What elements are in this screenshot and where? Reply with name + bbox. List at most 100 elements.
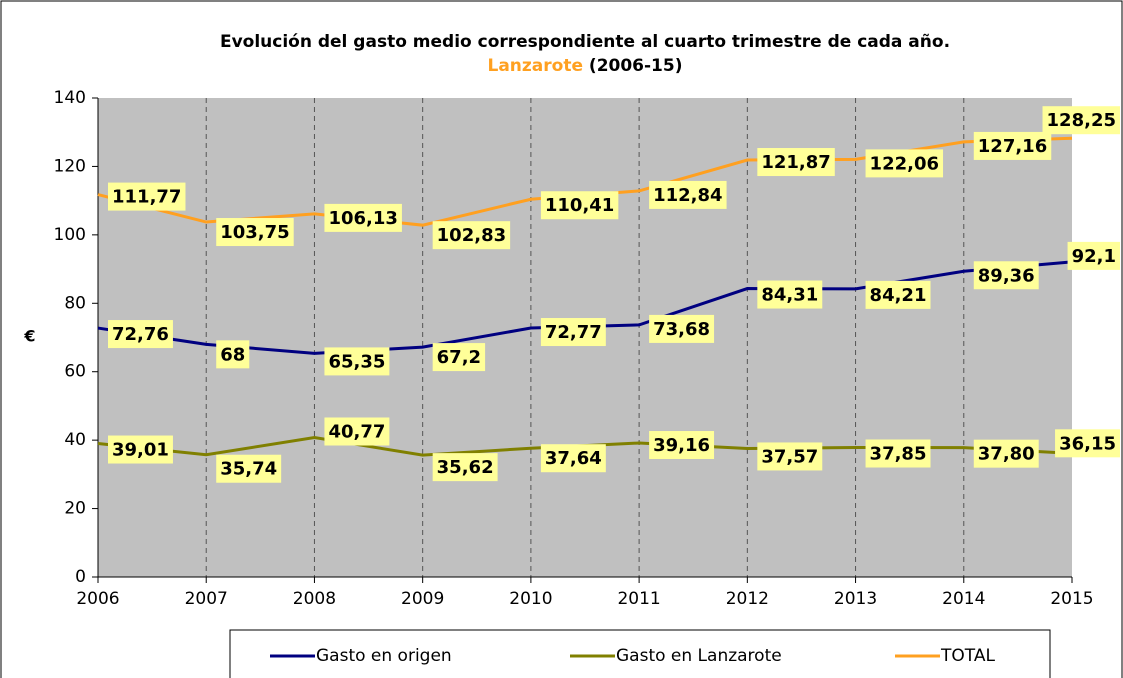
data-label-box — [108, 320, 173, 349]
data-label-box — [216, 454, 282, 483]
data-label: 39,01 — [108, 435, 173, 464]
data-label-text: 72,77 — [545, 322, 602, 343]
data-label: 122,06 — [865, 149, 944, 178]
data-label: 37,85 — [865, 439, 931, 468]
data-label: 106,13 — [324, 203, 402, 232]
data-label-text: 72,76 — [112, 324, 169, 345]
data-label: 89,36 — [973, 261, 1039, 290]
data-label-text: 103,75 — [220, 222, 289, 243]
x-tick-label: 2014 — [942, 589, 985, 609]
data-label-text: 37,64 — [545, 448, 602, 469]
data-label-text: 92,1 — [1072, 246, 1116, 267]
legend-label: Gasto en origen — [316, 646, 452, 666]
data-label-text: 40,77 — [328, 422, 385, 443]
data-label-text: 84,21 — [870, 285, 927, 306]
data-label-text: 127,16 — [978, 136, 1047, 157]
data-label-text: 35,74 — [220, 459, 277, 480]
data-label: 111,77 — [108, 182, 186, 211]
data-label-box — [865, 149, 944, 178]
data-label: 102,83 — [432, 221, 511, 250]
legend-label: TOTAL — [940, 646, 995, 666]
y-tick-label: 60 — [64, 362, 86, 382]
data-label-text: 84,31 — [761, 285, 818, 306]
x-tick-label: 2010 — [509, 589, 552, 609]
legend — [229, 629, 1051, 678]
data-label-box — [108, 435, 173, 464]
x-tick-label: 2013 — [834, 589, 877, 609]
x-tick-label: 2012 — [726, 589, 769, 609]
data-label-text: 102,83 — [437, 225, 506, 246]
data-label-box — [324, 347, 390, 376]
subtitle-place: Lanzarote — [488, 56, 584, 76]
data-label-text: 68 — [220, 344, 245, 365]
data-label-box — [757, 442, 823, 471]
data-label-text: 106,13 — [328, 208, 397, 229]
data-label: 65,35 — [324, 347, 390, 376]
data-label: 103,75 — [216, 218, 294, 247]
chart-title: Evolución del gasto medio correspondient… — [220, 32, 950, 52]
x-tick-label: 2015 — [1050, 589, 1093, 609]
data-label: 40,77 — [324, 417, 390, 446]
data-label-box — [865, 439, 931, 468]
data-label: 37,57 — [757, 442, 823, 471]
data-label-box — [1042, 106, 1120, 135]
data-label-text: 110,41 — [545, 195, 614, 216]
data-label-text: 39,01 — [112, 440, 169, 461]
data-label-text: 89,36 — [978, 265, 1035, 286]
y-tick-label: 40 — [64, 430, 86, 450]
data-label-box — [649, 180, 727, 209]
data-label: 37,64 — [540, 444, 606, 473]
data-label: 112,84 — [649, 180, 727, 209]
data-label-box — [432, 343, 486, 372]
data-label-box — [324, 203, 402, 232]
data-label-text: 37,57 — [761, 446, 818, 467]
data-label: 128,25 — [1042, 106, 1120, 135]
x-tick-label: 2007 — [185, 589, 228, 609]
data-label-text: 35,62 — [437, 457, 494, 478]
data-label-text: 73,68 — [653, 319, 710, 340]
data-label-box — [108, 182, 186, 211]
data-label: 35,74 — [216, 454, 282, 483]
data-label-text: 67,2 — [437, 347, 481, 368]
data-label-text: 112,84 — [653, 185, 722, 206]
data-label-box — [1067, 241, 1120, 270]
y-tick-label: 120 — [54, 156, 86, 176]
x-tick-label: 2006 — [76, 589, 119, 609]
data-label: 36,15 — [1055, 429, 1120, 458]
y-tick-label: 100 — [54, 225, 86, 245]
data-label-text: 37,85 — [870, 443, 927, 464]
data-label-box — [432, 221, 511, 250]
data-label: 72,77 — [540, 318, 606, 347]
y-tick-label: 80 — [64, 293, 86, 313]
data-label: 73,68 — [649, 314, 715, 343]
data-label-box — [649, 431, 715, 460]
y-tick-label: 20 — [64, 499, 86, 519]
data-label: 92,1 — [1067, 241, 1120, 270]
data-label-text: 111,77 — [112, 187, 181, 208]
data-label: 35,62 — [432, 453, 498, 482]
data-label-text: 36,15 — [1059, 433, 1116, 454]
data-label-box — [865, 280, 931, 309]
data-label: 121,87 — [757, 148, 835, 177]
data-label: 37,80 — [973, 439, 1039, 468]
data-label-box — [540, 191, 619, 220]
data-label: 67,2 — [432, 343, 486, 372]
x-tick-label: 2011 — [617, 589, 660, 609]
data-label: 72,76 — [108, 320, 173, 349]
data-label-text: 121,87 — [761, 152, 830, 173]
x-tick-label: 2009 — [401, 589, 444, 609]
data-label-text: 128,25 — [1047, 110, 1116, 131]
data-label-box — [973, 131, 1052, 160]
data-label-box — [324, 417, 390, 446]
data-label-box — [757, 280, 823, 309]
data-label-box — [973, 439, 1039, 468]
data-label-box — [216, 218, 294, 247]
data-label-box — [540, 318, 606, 347]
y-tick-label: 140 — [54, 88, 86, 108]
data-label-box — [540, 444, 606, 473]
data-label-text: 65,35 — [328, 351, 385, 372]
data-label: 110,41 — [540, 191, 619, 220]
data-label: 39,16 — [649, 431, 715, 460]
data-label: 68 — [216, 340, 250, 369]
